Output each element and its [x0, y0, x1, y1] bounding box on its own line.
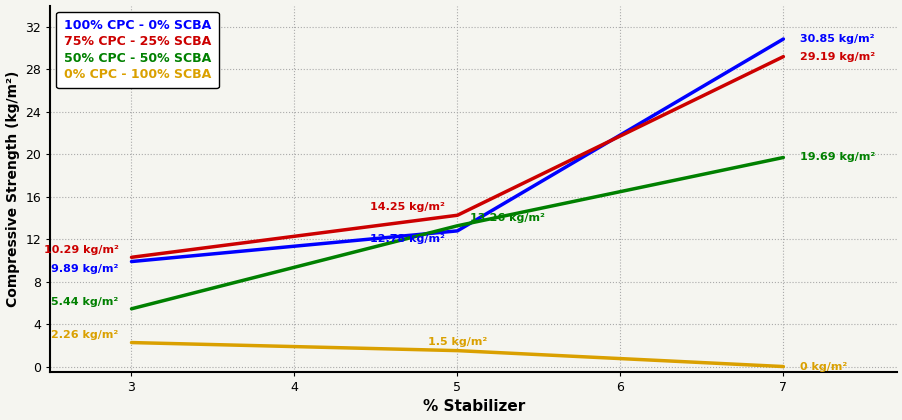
- 50% CPC - 50% SCBA: [126, 306, 137, 311]
- 75% CPC - 25% SCBA: [452, 213, 463, 218]
- 100% CPC - 0% SCBA: [126, 259, 137, 264]
- Text: 0 kg/m²: 0 kg/m²: [799, 362, 846, 372]
- Text: 2.26 kg/m²: 2.26 kg/m²: [51, 331, 118, 341]
- 75% CPC - 25% SCBA: [126, 255, 137, 260]
- 0% CPC - 100% SCBA: [452, 348, 463, 353]
- Text: 9.89 kg/m²: 9.89 kg/m²: [51, 264, 118, 274]
- Text: 12.78 kg/m²: 12.78 kg/m²: [369, 234, 444, 244]
- 0% CPC - 100% SCBA: [126, 340, 137, 345]
- Text: 13.26 kg/m²: 13.26 kg/m²: [470, 213, 545, 223]
- Text: 19.69 kg/m²: 19.69 kg/m²: [799, 152, 874, 163]
- Text: 29.19 kg/m²: 29.19 kg/m²: [799, 52, 874, 62]
- X-axis label: % Stabilizer: % Stabilizer: [422, 399, 524, 415]
- Text: 14.25 kg/m²: 14.25 kg/m²: [369, 202, 444, 212]
- Text: 10.29 kg/m²: 10.29 kg/m²: [43, 245, 118, 255]
- 100% CPC - 0% SCBA: [452, 228, 463, 234]
- Line: 75% CPC - 25% SCBA: 75% CPC - 25% SCBA: [132, 57, 783, 257]
- Y-axis label: Compressive Strength (kg/m²): Compressive Strength (kg/m²): [5, 71, 20, 307]
- Line: 100% CPC - 0% SCBA: 100% CPC - 0% SCBA: [132, 39, 783, 262]
- Legend: 100% CPC - 0% SCBA, 75% CPC - 25% SCBA, 50% CPC - 50% SCBA, 0% CPC - 100% SCBA: 100% CPC - 0% SCBA, 75% CPC - 25% SCBA, …: [56, 12, 218, 88]
- 0% CPC - 100% SCBA: [778, 364, 788, 369]
- Line: 0% CPC - 100% SCBA: 0% CPC - 100% SCBA: [132, 343, 783, 367]
- 100% CPC - 0% SCBA: [778, 37, 788, 42]
- 50% CPC - 50% SCBA: [452, 223, 463, 228]
- Text: 1.5 kg/m²: 1.5 kg/m²: [428, 337, 486, 347]
- 50% CPC - 50% SCBA: [778, 155, 788, 160]
- 75% CPC - 25% SCBA: [778, 54, 788, 59]
- Text: 5.44 kg/m²: 5.44 kg/m²: [51, 297, 118, 307]
- Line: 50% CPC - 50% SCBA: 50% CPC - 50% SCBA: [132, 158, 783, 309]
- Text: 30.85 kg/m²: 30.85 kg/m²: [799, 34, 873, 44]
